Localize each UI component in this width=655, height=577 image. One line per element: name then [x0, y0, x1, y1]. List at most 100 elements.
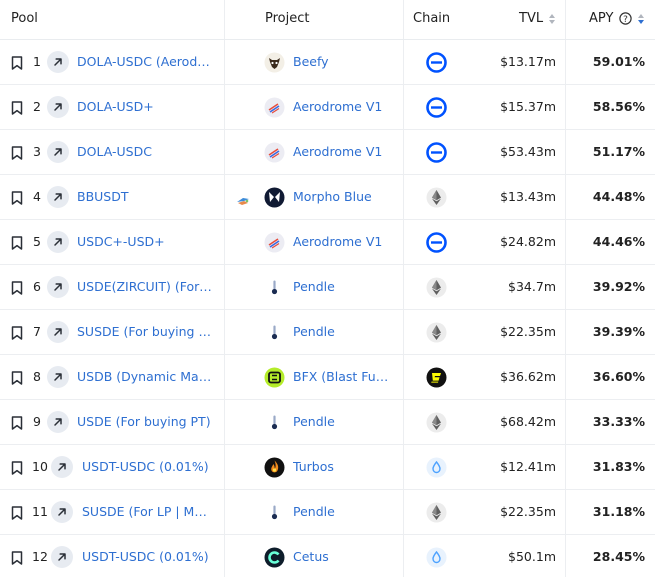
project-link[interactable]: Morpho Blue	[293, 189, 372, 204]
base-chain-icon[interactable]	[426, 52, 447, 73]
bookmark-icon[interactable]	[11, 145, 23, 160]
apy-value: 28.45%	[592, 549, 645, 564]
project-link[interactable]: Aerodrome V1	[293, 144, 383, 159]
table-row[interactable]: 4 BBUSDT Morpho Blue $13.43m 44.48%	[0, 175, 655, 220]
pool-link[interactable]: SUSDE (For LP | Maturity)	[82, 504, 214, 519]
pool-link[interactable]: BBUSDT	[77, 189, 129, 204]
bookmark-icon[interactable]	[11, 505, 23, 520]
external-link-icon[interactable]	[47, 141, 69, 163]
pool-link[interactable]: DOLA-USD+	[77, 99, 154, 114]
row-number: 3	[33, 144, 41, 159]
turbos-icon	[264, 457, 285, 478]
pool-link[interactable]: USDB (Dynamic Market)	[77, 369, 214, 384]
beefy-icon	[264, 52, 285, 73]
bookmark-icon[interactable]	[11, 370, 23, 385]
project-link[interactable]: Cetus	[293, 549, 329, 564]
external-link-icon[interactable]	[51, 501, 73, 523]
sort-desc-icon[interactable]	[637, 13, 645, 25]
sui-chain-icon[interactable]	[426, 547, 447, 568]
external-link-icon[interactable]	[47, 231, 69, 253]
table-row[interactable]: 6 USDE(ZIRCUIT) (For buying PT) Pendle $34.…	[0, 265, 655, 310]
table-row[interactable]: 12 USDT-USDC (0.01%) Cetus $50.1m 28.45%	[0, 535, 655, 577]
table-row[interactable]: 3 DOLA-USDC Aerodrome V1 $53.43m 51.17%	[0, 130, 655, 175]
external-link-icon[interactable]	[47, 186, 69, 208]
table-row[interactable]: 1 DOLA-USDC (Aerodrome) Beefy $13.17m 59.01%	[0, 40, 655, 85]
pool-link[interactable]: USDE(ZIRCUIT) (For buying PT)	[77, 279, 214, 294]
external-link-icon[interactable]	[47, 411, 69, 433]
table-row[interactable]: 9 USDE (For buying PT) Pendle $68.42m 33.33%	[0, 400, 655, 445]
bookmark-icon[interactable]	[11, 55, 23, 70]
bookmark-icon[interactable]	[11, 325, 23, 340]
aerodrome-icon	[264, 142, 285, 163]
row-number: 10	[32, 459, 48, 474]
pool-link[interactable]: USDE (For buying PT)	[77, 414, 211, 429]
header-project[interactable]: Project	[265, 11, 310, 26]
pool-link[interactable]: DOLA-USDC (Aerodrome)	[77, 54, 214, 69]
project-link[interactable]: BFX (Blast Futures)	[293, 369, 393, 384]
table-row[interactable]: 2 DOLA-USD+ Aerodrome V1 $15.37m 58.56%	[0, 85, 655, 130]
ethereum-chain-icon[interactable]	[426, 187, 447, 208]
help-icon[interactable]: ?	[619, 12, 632, 25]
apy-value: 58.56%	[592, 99, 645, 114]
pendle-icon	[264, 412, 285, 433]
blast-chain-icon[interactable]	[426, 367, 447, 388]
bookmark-icon[interactable]	[11, 190, 23, 205]
sui-chain-icon[interactable]	[426, 457, 447, 478]
project-link[interactable]: Turbos	[293, 459, 334, 474]
external-link-icon[interactable]	[47, 276, 69, 298]
external-link-icon[interactable]	[47, 366, 69, 388]
base-chain-icon[interactable]	[426, 142, 447, 163]
bookmark-icon[interactable]	[11, 100, 23, 115]
pool-link[interactable]: SUSDE (For buying PT)	[77, 324, 214, 339]
rewards-icon	[236, 191, 250, 210]
apy-value: 44.48%	[592, 189, 645, 204]
row-number: 2	[33, 99, 41, 114]
base-chain-icon[interactable]	[426, 232, 447, 253]
external-link-icon[interactable]	[47, 321, 69, 343]
header-apy[interactable]: APY	[589, 11, 614, 26]
project-link[interactable]: Pendle	[293, 279, 335, 294]
apy-value: 59.01%	[592, 54, 645, 69]
bookmark-icon[interactable]	[11, 460, 23, 475]
pool-link[interactable]: USDT-USDC (0.01%)	[82, 459, 209, 474]
ethereum-chain-icon[interactable]	[426, 412, 447, 433]
base-chain-icon[interactable]	[426, 97, 447, 118]
table-row[interactable]: 10 USDT-USDC (0.01%) Turbos $12.41m 31.83%	[0, 445, 655, 490]
pool-link[interactable]: DOLA-USDC	[77, 144, 152, 159]
table-row[interactable]: 5 USDC+-USD+ Aerodrome V1 $24.82m 44.46%	[0, 220, 655, 265]
external-link-icon[interactable]	[47, 96, 69, 118]
project-link[interactable]: Beefy	[293, 54, 329, 69]
sort-icon[interactable]	[548, 13, 556, 25]
table-row[interactable]: 11 SUSDE (For LP | Maturity) Pendle $22.35m…	[0, 490, 655, 535]
bookmark-icon[interactable]	[11, 415, 23, 430]
bookmark-icon[interactable]	[11, 280, 23, 295]
project-link[interactable]: Aerodrome V1	[293, 99, 383, 114]
header-tvl[interactable]: TVL	[519, 11, 544, 26]
table-row[interactable]: 8 USDB (Dynamic Market) BFX (Blast Futures…	[0, 355, 655, 400]
tvl-value: $34.7m	[508, 279, 556, 294]
apy-value: 44.46%	[592, 234, 645, 249]
external-link-icon[interactable]	[51, 456, 73, 478]
pendle-icon	[264, 322, 285, 343]
project-link[interactable]: Aerodrome V1	[293, 234, 383, 249]
ethereum-chain-icon[interactable]	[426, 502, 447, 523]
project-link[interactable]: Pendle	[293, 414, 335, 429]
external-link-icon[interactable]	[47, 51, 69, 73]
svg-text:?: ?	[623, 15, 628, 25]
ethereum-chain-icon[interactable]	[426, 322, 447, 343]
ethereum-chain-icon[interactable]	[426, 277, 447, 298]
bookmark-icon[interactable]	[11, 550, 23, 565]
project-link[interactable]: Pendle	[293, 324, 335, 339]
pool-link[interactable]: USDC+-USD+	[77, 234, 165, 249]
header-chain[interactable]: Chain	[413, 11, 451, 26]
apy-value: 51.17%	[592, 144, 645, 159]
bookmark-icon[interactable]	[11, 235, 23, 250]
external-link-icon[interactable]	[51, 546, 73, 568]
tvl-value: $13.17m	[500, 54, 556, 69]
project-link[interactable]: Pendle	[293, 504, 335, 519]
tvl-value: $22.35m	[500, 504, 556, 519]
pool-link[interactable]: USDT-USDC (0.01%)	[82, 549, 209, 564]
pendle-icon	[264, 277, 285, 298]
table-row[interactable]: 7 SUSDE (For buying PT) Pendle $22.35m 39.39…	[0, 310, 655, 355]
header-pool[interactable]: Pool	[11, 11, 38, 26]
